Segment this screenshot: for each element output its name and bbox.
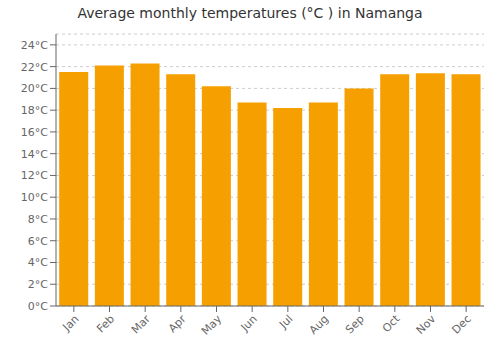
html-text:Average monthly temperatures (: Average monthly temperatures (°C ) in Na…	[77, 5, 423, 21]
svg-text:Apr: Apr	[166, 312, 189, 335]
svg-text:12°C: 12°C	[21, 169, 48, 182]
svg-text:Mar: Mar	[129, 312, 153, 336]
svg-text:18°C: 18°C	[21, 104, 48, 117]
svg-text:Dec: Dec	[450, 312, 474, 336]
svg-text:24°C: 24°C	[21, 39, 48, 52]
svg-text:20°C: 20°C	[21, 82, 48, 95]
svg-text:Jan: Jan	[60, 312, 82, 334]
svg-text:14°C: 14°C	[21, 148, 48, 161]
svg-text:Jul: Jul	[276, 312, 295, 331]
svg-text:May: May	[199, 312, 225, 338]
svg-text:10°C: 10°C	[21, 191, 48, 204]
svg-text:Jun: Jun	[238, 312, 260, 334]
svg-text:Aug: Aug	[307, 312, 331, 336]
svg-text:Feb: Feb	[94, 312, 117, 335]
svg-text:Sep: Sep	[343, 312, 367, 336]
svg-text:0°C: 0°C	[28, 300, 48, 313]
svg-text:22°C: 22°C	[21, 61, 48, 74]
svg-text:8°C: 8°C	[28, 213, 48, 226]
svg-text:16°C: 16°C	[21, 126, 48, 139]
svg-text:Oct: Oct	[380, 312, 403, 335]
svg-text:2°C: 2°C	[28, 278, 48, 291]
svg-text:Nov: Nov	[414, 312, 439, 337]
svg-text:4°C: 4°C	[28, 256, 48, 269]
svg-text:6°C: 6°C	[28, 235, 48, 248]
